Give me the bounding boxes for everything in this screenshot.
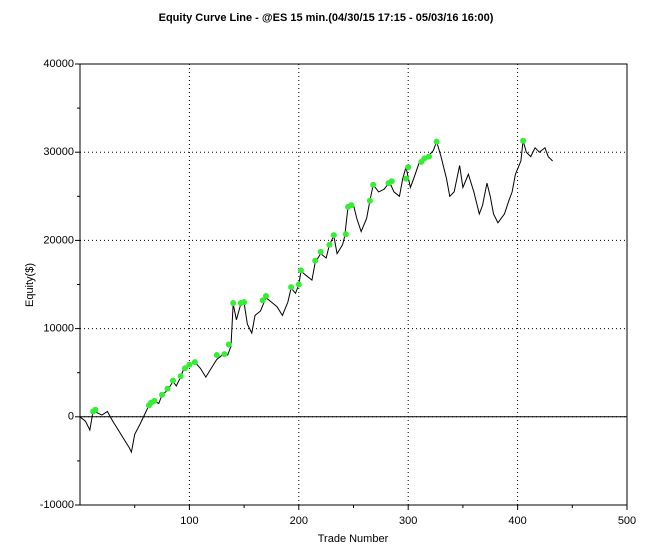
new-high-marker xyxy=(433,138,440,145)
x-axis-label: Trade Number xyxy=(318,533,389,545)
new-high-marker xyxy=(262,292,269,299)
new-high-marker xyxy=(177,373,184,380)
new-high-marker xyxy=(348,202,355,209)
new-high-marker xyxy=(520,137,527,144)
new-high-marker xyxy=(295,281,302,288)
y-tick-label: 10000 xyxy=(43,323,74,335)
x-tick-label: 400 xyxy=(508,515,526,527)
new-high-marker xyxy=(405,164,412,171)
new-high-marker xyxy=(225,341,232,348)
new-high-marker xyxy=(186,361,193,368)
new-high-marker xyxy=(230,300,237,307)
y-tick-label: 40000 xyxy=(43,58,74,70)
y-tick-label: 30000 xyxy=(43,146,74,158)
y-axis-label: Equity($) xyxy=(24,263,36,307)
new-high-marker xyxy=(330,232,337,239)
y-tick-label: 20000 xyxy=(43,234,74,246)
new-high-marker xyxy=(92,406,99,413)
new-high-marker xyxy=(213,352,220,359)
new-high-marker xyxy=(159,391,166,398)
new-high-marker xyxy=(312,257,319,264)
new-high-marker xyxy=(317,248,324,255)
new-high-marker xyxy=(388,178,395,185)
new-high-marker xyxy=(403,175,410,182)
new-high-marker xyxy=(151,397,158,404)
new-high-marker xyxy=(342,231,349,238)
y-tick-label: -10000 xyxy=(40,499,74,511)
x-tick-label: 500 xyxy=(618,515,636,527)
new-high-marker xyxy=(221,351,228,358)
new-high-marker xyxy=(297,267,304,274)
x-tick-label: 200 xyxy=(290,515,308,527)
new-high-marker xyxy=(326,241,333,248)
x-tick-label: 300 xyxy=(399,515,417,527)
x-tick-label: 100 xyxy=(180,515,198,527)
plot-frame xyxy=(79,63,628,506)
new-high-marker xyxy=(164,385,171,392)
new-high-marker xyxy=(169,377,176,384)
chart-title: Equity Curve Line - @ES 15 min.(04/30/15… xyxy=(159,12,494,24)
new-high-marker xyxy=(288,284,295,291)
new-high-marker xyxy=(370,181,377,188)
new-high-marker xyxy=(259,297,266,304)
y-tick-label: 0 xyxy=(68,411,74,423)
new-high-marker xyxy=(366,197,373,204)
new-high-marker xyxy=(241,299,248,306)
new-high-marker xyxy=(182,365,189,372)
new-high-marker xyxy=(191,359,198,366)
new-high-marker xyxy=(425,153,432,160)
